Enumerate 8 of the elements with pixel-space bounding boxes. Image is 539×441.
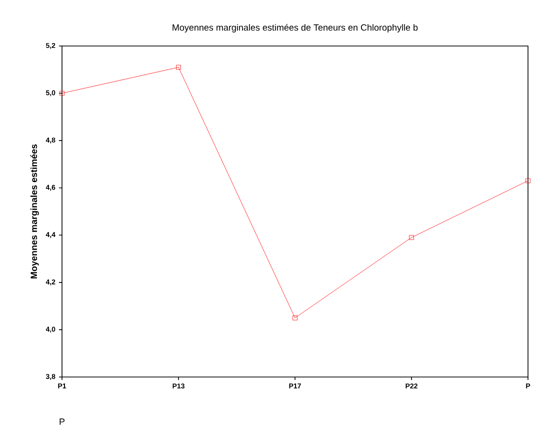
x-axis-title: P — [60, 418, 65, 425]
y-axis-title: Moyennes marginales estimées — [30, 144, 39, 278]
point — [176, 64, 181, 70]
point — [292, 315, 298, 320]
point — [526, 178, 530, 184]
chart-title: Moyennes marginales estimées de Teneurs en Chlorophylle b — [172, 24, 418, 32]
point — [409, 235, 414, 240]
point — [60, 90, 64, 96]
